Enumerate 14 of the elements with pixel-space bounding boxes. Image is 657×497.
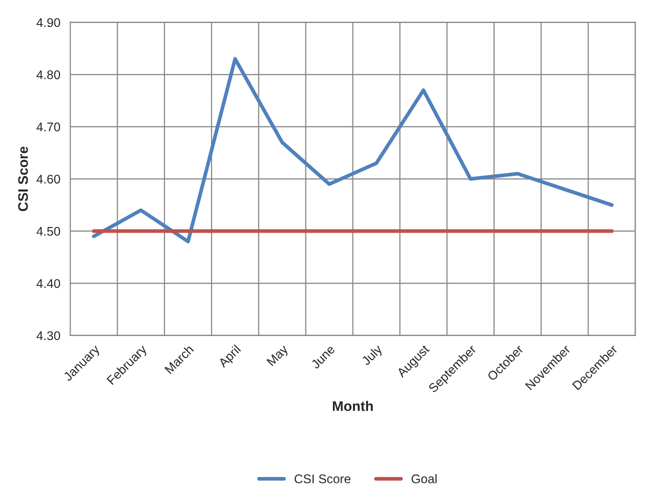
x-axis-title: Month bbox=[332, 400, 373, 412]
x-tick-label: May bbox=[266, 344, 290, 368]
y-tick-label: 4.30 bbox=[36, 331, 60, 340]
x-tick-label: July bbox=[360, 344, 385, 368]
y-tick-label: 4.40 bbox=[36, 279, 60, 288]
y-tick-label: 4.60 bbox=[36, 174, 60, 184]
y-tick-label: 4.80 bbox=[36, 70, 60, 80]
y-tick-label: 4.50 bbox=[36, 226, 60, 236]
legend-label: Goal bbox=[412, 474, 437, 484]
y-axis-title: CSI Score bbox=[18, 146, 28, 212]
legend-label: CSI Score bbox=[294, 474, 350, 484]
y-tick-label: 4.90 bbox=[36, 18, 60, 28]
line-series bbox=[92, 57, 614, 244]
y-tick-label: 4.70 bbox=[36, 122, 60, 132]
